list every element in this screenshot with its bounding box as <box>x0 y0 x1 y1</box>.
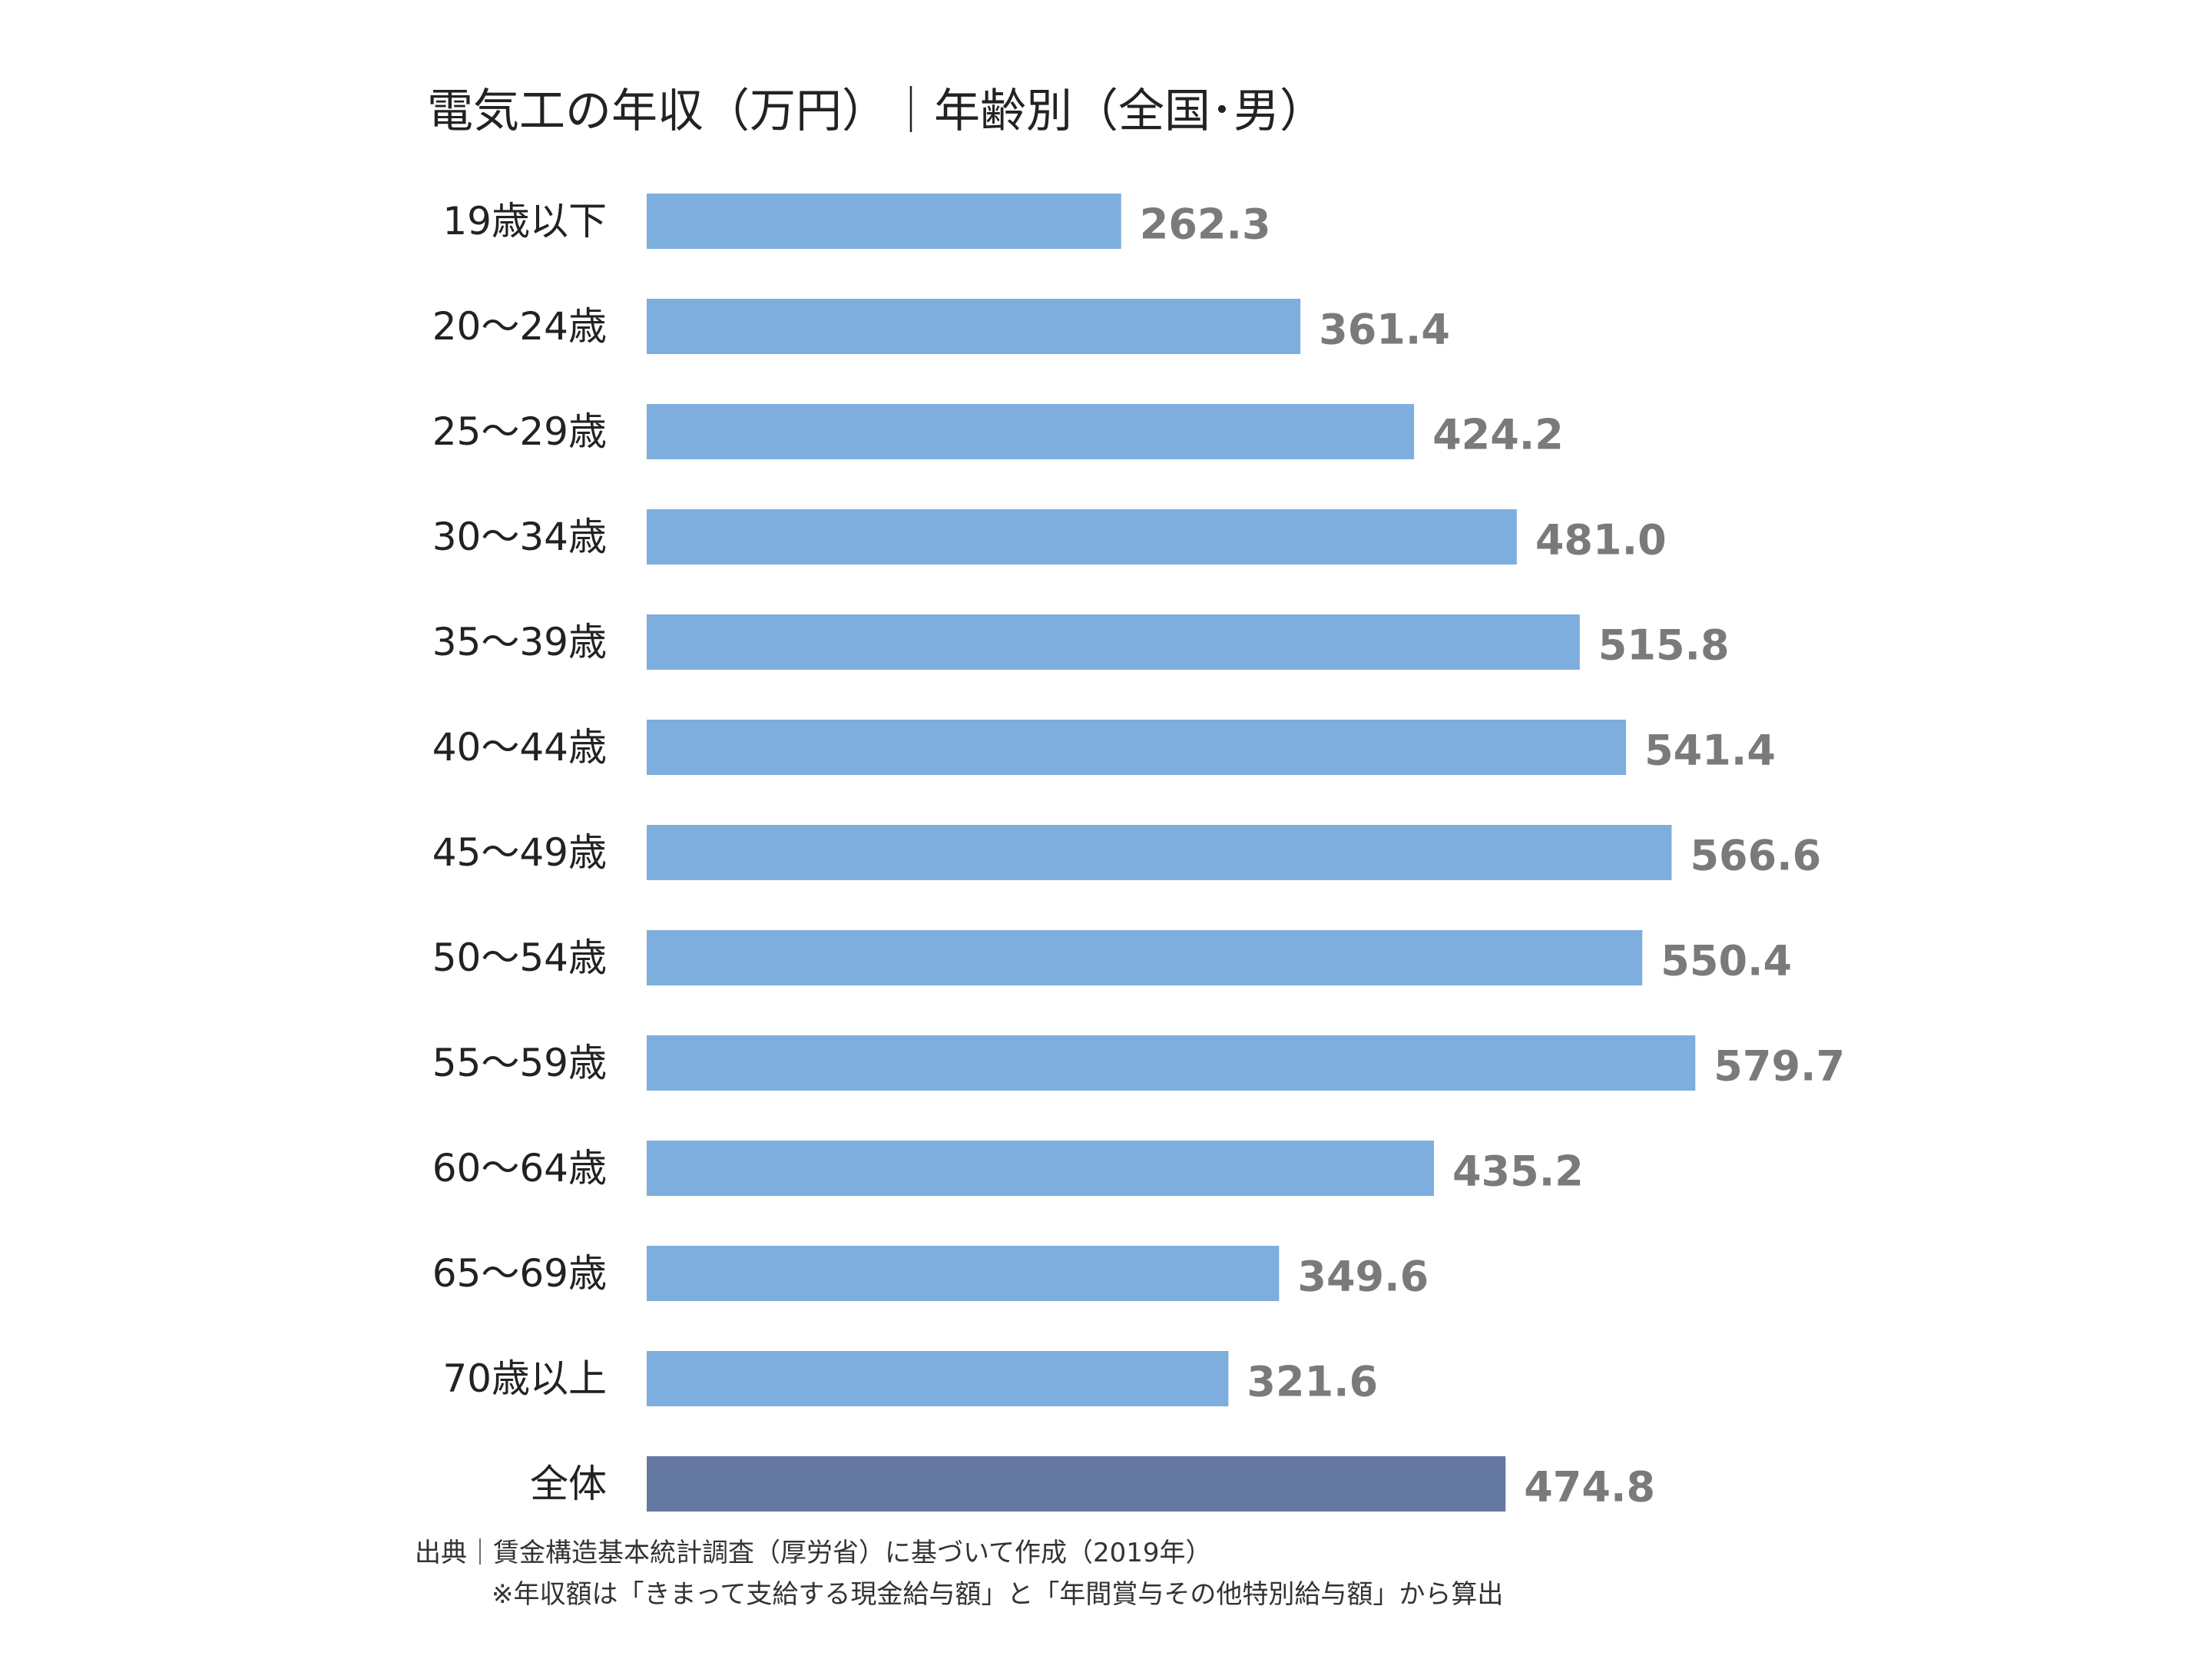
value-label-4: 515.8 <box>1598 621 1730 670</box>
bar-5 <box>647 720 1627 775</box>
category-label-11: 70歳以上 <box>442 1356 607 1401</box>
bar-9 <box>647 1141 1434 1196</box>
category-label-9: 60～64歳 <box>432 1146 607 1190</box>
category-label-7: 50～54歳 <box>432 935 607 980</box>
value-label-6: 566.6 <box>1690 832 1821 880</box>
value-label-5: 541.4 <box>1644 727 1776 775</box>
value-label-3: 481.0 <box>1535 516 1667 565</box>
bar-8 <box>647 1035 1696 1091</box>
category-label-3: 30～34歳 <box>432 515 607 559</box>
value-label-7: 550.4 <box>1661 937 1792 985</box>
category-label-8: 55～59歳 <box>432 1041 607 1085</box>
value-label-2: 424.2 <box>1432 411 1564 459</box>
bar-7 <box>647 930 1643 985</box>
bar-3 <box>647 509 1517 565</box>
bar-10 <box>647 1246 1280 1301</box>
bar-12 <box>647 1456 1506 1512</box>
category-label-1: 20～24歳 <box>432 304 607 349</box>
category-label-6: 45～49歳 <box>432 830 607 875</box>
bar-11 <box>647 1351 1229 1406</box>
value-label-0: 262.3 <box>1140 200 1271 249</box>
chart-title: 電気工の年収（万円）｜年齢別（全国･男） <box>427 84 1326 138</box>
bar-2 <box>647 404 1415 459</box>
bars-group: 19歳以下 262.3 20～24歳 361.4 25～29歳 424.2 30～34歳 48… <box>432 194 1845 1512</box>
bar-0 <box>647 194 1121 249</box>
value-label-12: 474.8 <box>1524 1463 1655 1512</box>
category-label-0: 19歳以下 <box>442 199 607 243</box>
category-label-2: 25～29歳 <box>432 409 607 454</box>
value-label-9: 435.2 <box>1452 1147 1584 1196</box>
category-label-5: 40～44歳 <box>432 725 607 770</box>
calculation-note: ※年収額は「きまって支給する現金給与額」と「年間賞与その他特別給与額」から算出 <box>492 1579 1504 1610</box>
bar-4 <box>647 614 1580 670</box>
category-label-12: 全体 <box>530 1462 607 1506</box>
value-label-11: 321.6 <box>1247 1358 1378 1406</box>
value-label-8: 579.7 <box>1714 1042 1845 1091</box>
value-label-1: 361.4 <box>1319 306 1450 354</box>
bar-1 <box>647 299 1301 354</box>
source-note: 出典｜賃金構造基本統計調査（厚労省）に基づいて作成（2019年） <box>415 1538 1212 1568</box>
value-label-10: 349.6 <box>1297 1253 1429 1301</box>
category-label-10: 65～69歳 <box>432 1251 607 1296</box>
category-label-4: 35～39歳 <box>432 620 607 664</box>
bar-6 <box>647 825 1672 880</box>
